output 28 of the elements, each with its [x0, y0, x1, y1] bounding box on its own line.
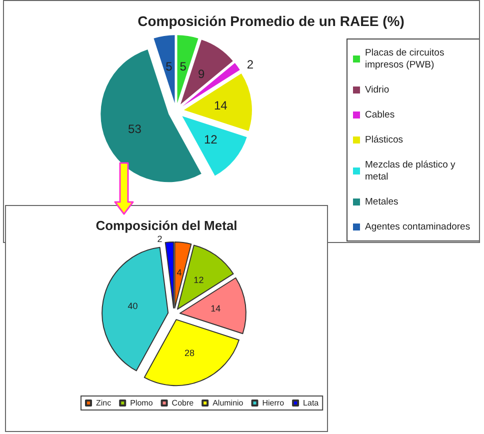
- legend-label: Vidrio: [365, 84, 390, 96]
- legend-label: Cables: [365, 110, 395, 120]
- legend-label: Mezclas de plástico y metal: [365, 160, 458, 182]
- legend-label: Cobre: [172, 398, 194, 408]
- data-label: 5: [180, 60, 187, 74]
- legend-label: Lata: [303, 398, 320, 408]
- data-label: 53: [128, 122, 142, 136]
- data-label: 5: [166, 60, 173, 74]
- chart-title: Composición del Metal: [96, 218, 238, 233]
- data-label: 9: [198, 66, 205, 81]
- legend-label: Agentes contaminadores: [365, 222, 470, 232]
- data-label: 14: [210, 304, 221, 314]
- legend-label: Aluminio: [212, 398, 244, 408]
- data-label: 12: [194, 275, 204, 286]
- legend-label: Hierro: [262, 398, 285, 408]
- data-label: 4: [176, 267, 182, 278]
- data-label: 12: [204, 132, 218, 147]
- legend-label: Metales: [365, 196, 399, 208]
- data-label: 2: [157, 234, 162, 244]
- data-label: 14: [214, 98, 228, 112]
- data-label: 2: [246, 58, 254, 72]
- legend-label: Plásticos: [365, 134, 404, 146]
- legend-label: Zinc: [96, 398, 112, 408]
- data-label: 28: [184, 348, 194, 358]
- legend-label: Placas de circuitos impresos (PWB): [365, 48, 447, 70]
- data-label: 40: [128, 301, 138, 312]
- legend-label: Plomo: [130, 398, 154, 408]
- chart-title: Composición Promedio de un RAEE (%): [138, 13, 404, 29]
